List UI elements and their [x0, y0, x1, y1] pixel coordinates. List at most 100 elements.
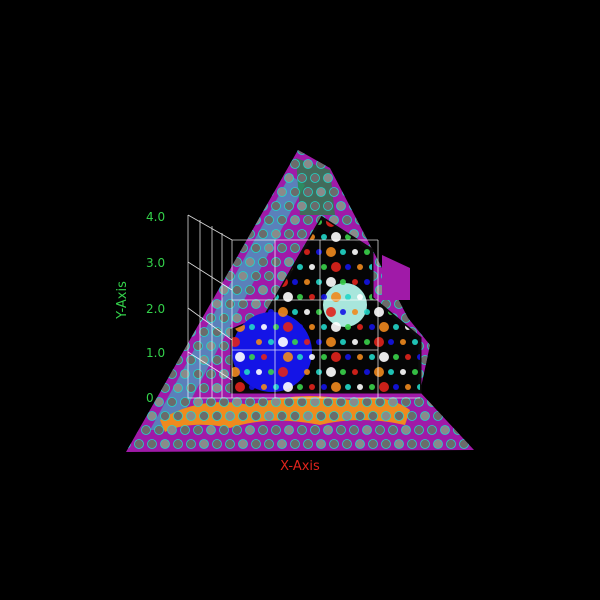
perforation-hole [427, 313, 437, 323]
perforation-hole [453, 229, 463, 239]
perforation-hole [219, 173, 229, 183]
perforation-hole [186, 383, 196, 393]
perforation-hole [375, 201, 385, 211]
perforation-hole [472, 355, 474, 365]
inner-dot [297, 324, 303, 330]
perforation-hole [232, 257, 242, 267]
perforation-hole [141, 425, 151, 435]
perforation-hole [126, 159, 131, 169]
perforation-hole [375, 229, 385, 239]
perforation-hole [466, 397, 474, 407]
perforation-hole [459, 299, 469, 309]
inner-dot [364, 339, 370, 345]
perforation-hole [134, 383, 144, 393]
inner-dot [309, 294, 315, 300]
inner-dot [232, 337, 240, 347]
perforation-hole [499, 272, 508, 281]
inner-dot [369, 324, 375, 330]
perforation-hole [433, 411, 443, 421]
perforation-hole [126, 355, 131, 365]
perforation-hole [264, 187, 274, 197]
inner-dot [331, 382, 341, 392]
perforation-hole [116, 230, 125, 239]
perforation-hole [167, 425, 177, 435]
perforation-hole [316, 439, 326, 449]
inner-dot [316, 279, 322, 285]
perforation-hole [232, 285, 242, 295]
inner-dot [244, 219, 250, 225]
perforation-hole [499, 328, 508, 337]
inner-dot [268, 369, 274, 375]
inner-dot [316, 309, 322, 315]
inner-dot [412, 369, 418, 375]
perforation-hole [251, 215, 261, 225]
perforation-hole [251, 187, 261, 197]
perforation-hole [420, 215, 430, 225]
perforation-hole [212, 243, 222, 253]
perforation-hole [362, 173, 372, 183]
perforation-hole [493, 426, 502, 435]
perforation-hole [277, 215, 287, 225]
perforation-hole [362, 229, 372, 239]
inner-dot [331, 352, 341, 362]
perforation-hole [427, 229, 437, 239]
inner-dot [340, 309, 346, 315]
perforation-hole [160, 159, 170, 169]
right-slab [382, 255, 410, 300]
inner-dot [352, 249, 358, 255]
perforation-hole [433, 383, 443, 393]
perforation-hole [486, 300, 495, 309]
perforation-hole [128, 369, 138, 379]
perforation-hole [167, 397, 177, 407]
perforation-hole [349, 397, 359, 407]
inner-dot [369, 234, 375, 240]
perforation-hole [173, 299, 183, 309]
inner-dot [364, 219, 370, 225]
perforation-hole [459, 215, 469, 225]
perforation-hole [219, 313, 229, 323]
inner-dot [283, 352, 293, 362]
perforation-hole [420, 159, 430, 169]
perforation-hole [446, 159, 456, 169]
perforation-hole [134, 299, 144, 309]
perforation-hole [499, 412, 508, 421]
perforation-hole [486, 356, 495, 365]
perforation-hole [225, 187, 235, 197]
perforation-hole [277, 271, 287, 281]
perforation-hole [486, 160, 495, 169]
inner-dot [364, 309, 370, 315]
perforation-hole [245, 229, 255, 239]
perforation-hole [362, 425, 372, 435]
inner-dot [249, 384, 255, 390]
perforation-hole [134, 271, 144, 281]
perforation-hole [446, 327, 456, 337]
inner-dot [261, 354, 267, 360]
perforation-hole [173, 271, 183, 281]
perforation-hole [414, 229, 424, 239]
inner-dot [309, 384, 315, 390]
perforation-hole [154, 425, 164, 435]
inner-dot [364, 249, 370, 255]
perforation-hole [180, 425, 190, 435]
perforation-hole [219, 257, 229, 267]
perforation-hole [245, 397, 255, 407]
perforation-hole [297, 150, 307, 155]
perforation-hole [232, 150, 242, 155]
inner-dot [283, 322, 293, 332]
perforation-hole [258, 173, 268, 183]
inner-dot [412, 249, 418, 255]
perforation-hole [316, 187, 326, 197]
perforation-hole [440, 257, 450, 267]
y-axis-ticks: 4.0 3.0 2.0 1.0 0 [146, 210, 165, 405]
perforation-hole [394, 411, 404, 421]
perforation-hole [472, 215, 474, 225]
inner-dot [321, 384, 327, 390]
perforation-hole [219, 425, 229, 435]
inner-dot [379, 322, 389, 332]
inner-dot [244, 369, 250, 375]
perforation-hole [388, 425, 398, 435]
perforation-hole [440, 425, 450, 435]
perforation-hole [329, 439, 339, 449]
perforation-hole [134, 439, 144, 449]
